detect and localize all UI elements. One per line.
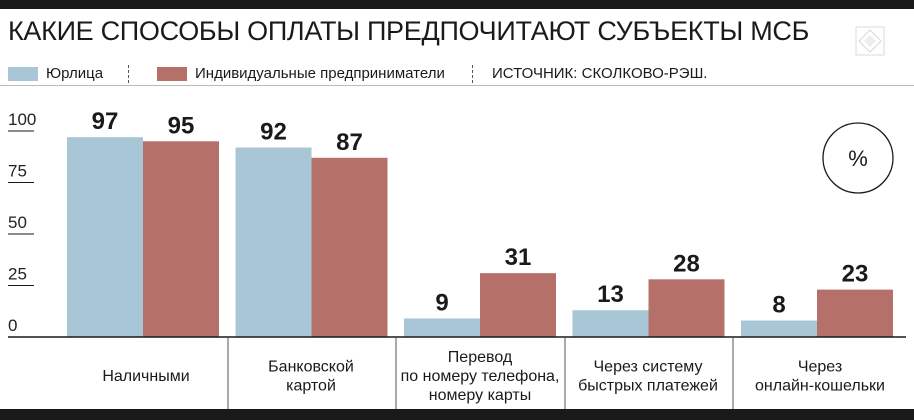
data-label: 92 <box>260 118 287 145</box>
source-note: ИСТОЧНИК: СКОЛКОВО-РЭШ. <box>492 65 708 82</box>
y-tick-label: 75 <box>8 162 27 181</box>
chart-title: КАКИЕ СПОСОБЫ ОПЛАТЫ ПРЕДПОЧИТАЮТ СУБЪЕК… <box>8 16 810 46</box>
bar-series2 <box>311 157 388 337</box>
top-rule <box>0 0 914 9</box>
x-category-label: Через систему быстрых платежей <box>578 359 718 395</box>
x-category-label: Перевод по номеру телефона, номеру карты <box>401 349 560 404</box>
legend-swatch-series1 <box>8 67 38 81</box>
legend-divider <box>128 65 129 83</box>
data-label: 8 <box>772 292 785 319</box>
x-category-label: Банковской картой <box>268 359 354 395</box>
data-label: 9 <box>435 289 448 316</box>
x-category-label: Наличными <box>102 368 189 385</box>
bar-series2 <box>480 273 556 337</box>
y-tick-label: 0 <box>8 316 17 335</box>
data-label: 87 <box>336 129 363 156</box>
unit-badge-circle <box>822 122 894 194</box>
legend-label-series2: Индивидуальные предприниматели <box>195 65 445 82</box>
bar-series2 <box>817 289 893 337</box>
legend-underline <box>0 85 914 86</box>
legend-swatch-series2 <box>157 67 187 81</box>
bar-series1 <box>67 137 143 337</box>
y-tick-label: 100 <box>8 110 36 129</box>
data-label: 28 <box>673 250 700 277</box>
bar-series1 <box>572 310 649 337</box>
watermark-logo-icon <box>855 26 885 56</box>
x-category-label: Через онлайн-кошельки <box>755 359 885 395</box>
legend-label-series1: Юрлица <box>46 65 104 82</box>
bar-series2 <box>648 279 725 337</box>
bar-series1 <box>741 320 817 337</box>
legend-divider <box>472 65 473 83</box>
data-label: 13 <box>597 281 624 308</box>
data-label: 95 <box>168 112 195 139</box>
data-label: 23 <box>842 261 869 288</box>
bar-series1 <box>404 318 480 337</box>
data-label: 31 <box>505 244 532 271</box>
bar-series1 <box>235 147 312 337</box>
y-tick-label: 50 <box>8 213 27 232</box>
y-tick-label: 25 <box>8 265 27 284</box>
data-label: 97 <box>92 108 119 135</box>
legend: Юрлица Индивидуальные предприниматели ИС… <box>0 63 914 85</box>
bottom-rule <box>0 409 914 420</box>
unit-badge-label: % <box>848 146 868 171</box>
bar-series2 <box>143 141 219 337</box>
